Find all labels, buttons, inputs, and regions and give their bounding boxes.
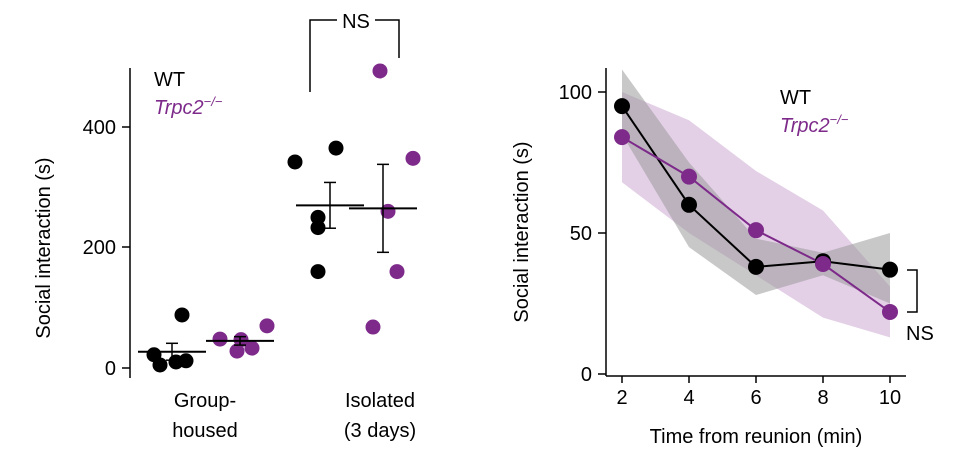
y-tick-label: 100 — [559, 82, 592, 104]
y-tick-label: 0 — [105, 358, 116, 380]
significance-bracket — [907, 269, 918, 313]
right-xlabel: Time from reunion (min) — [650, 426, 863, 448]
trpc2-confidence-band — [622, 92, 890, 338]
data-point — [178, 353, 194, 369]
data-point — [614, 98, 630, 115]
data-point — [365, 319, 381, 335]
data-point — [259, 318, 275, 334]
group-label-line1: Isolated — [345, 390, 415, 412]
group-label-line1: Group- — [174, 390, 236, 412]
legend-wt: WT — [154, 69, 185, 91]
data-point — [244, 340, 260, 356]
legend-wt: WT — [780, 87, 811, 109]
data-point — [614, 129, 630, 146]
y-tick-label: 0 — [581, 364, 592, 386]
legend-trpc2: Trpc2−/− — [780, 112, 849, 137]
legend-trpc2-name: Trpc2 — [154, 97, 204, 119]
x-tick-label: 8 — [817, 387, 828, 409]
significance-label: NS — [342, 11, 370, 33]
data-point — [882, 303, 898, 320]
legend-trpc2: Trpc2−/− — [154, 94, 223, 119]
data-point — [681, 196, 697, 213]
data-point — [389, 264, 405, 280]
data-point — [229, 343, 245, 359]
x-tick-label: 10 — [879, 387, 901, 409]
legend-trpc2-sup: −/− — [204, 94, 223, 109]
right-bands — [622, 69, 890, 338]
right-points — [614, 98, 898, 320]
significance-bracket — [309, 19, 400, 92]
x-tick-label: 4 — [683, 387, 694, 409]
left-y-ticks: 0 200 400 — [83, 117, 130, 380]
data-point — [882, 261, 898, 278]
data-point — [310, 264, 326, 280]
right-ylabel: Social interaction (s) — [511, 141, 533, 322]
x-tick-label: 2 — [616, 387, 627, 409]
data-point — [748, 258, 764, 275]
wt-confidence-band — [622, 69, 890, 304]
data-point — [815, 256, 831, 273]
data-point — [328, 140, 344, 156]
data-point — [212, 331, 228, 347]
data-point — [405, 150, 421, 166]
data-point — [681, 168, 697, 185]
legend-trpc2-name: Trpc2 — [780, 115, 830, 137]
right-panel: Social interaction (s) Time from reunion… — [511, 68, 934, 448]
group-label-line2: (3 days) — [344, 420, 416, 442]
data-point — [310, 220, 326, 236]
y-tick-label: 50 — [570, 223, 592, 245]
left-marks — [138, 63, 421, 373]
y-tick-label: 200 — [83, 237, 116, 259]
y-tick-label: 400 — [83, 117, 116, 139]
data-point — [174, 307, 190, 323]
data-point — [748, 222, 764, 239]
significance-label: NS — [906, 323, 934, 345]
left-ylabel: Social interaction (s) — [33, 157, 55, 338]
group-label-line2: housed — [172, 420, 238, 442]
legend-trpc2-sup: −/− — [830, 112, 849, 127]
data-point — [287, 154, 303, 170]
x-tick-label: 6 — [750, 387, 761, 409]
data-point — [372, 63, 388, 79]
data-point — [152, 357, 168, 373]
left-panel: Social interaction (s) 0 200 400 Group- … — [33, 11, 421, 442]
